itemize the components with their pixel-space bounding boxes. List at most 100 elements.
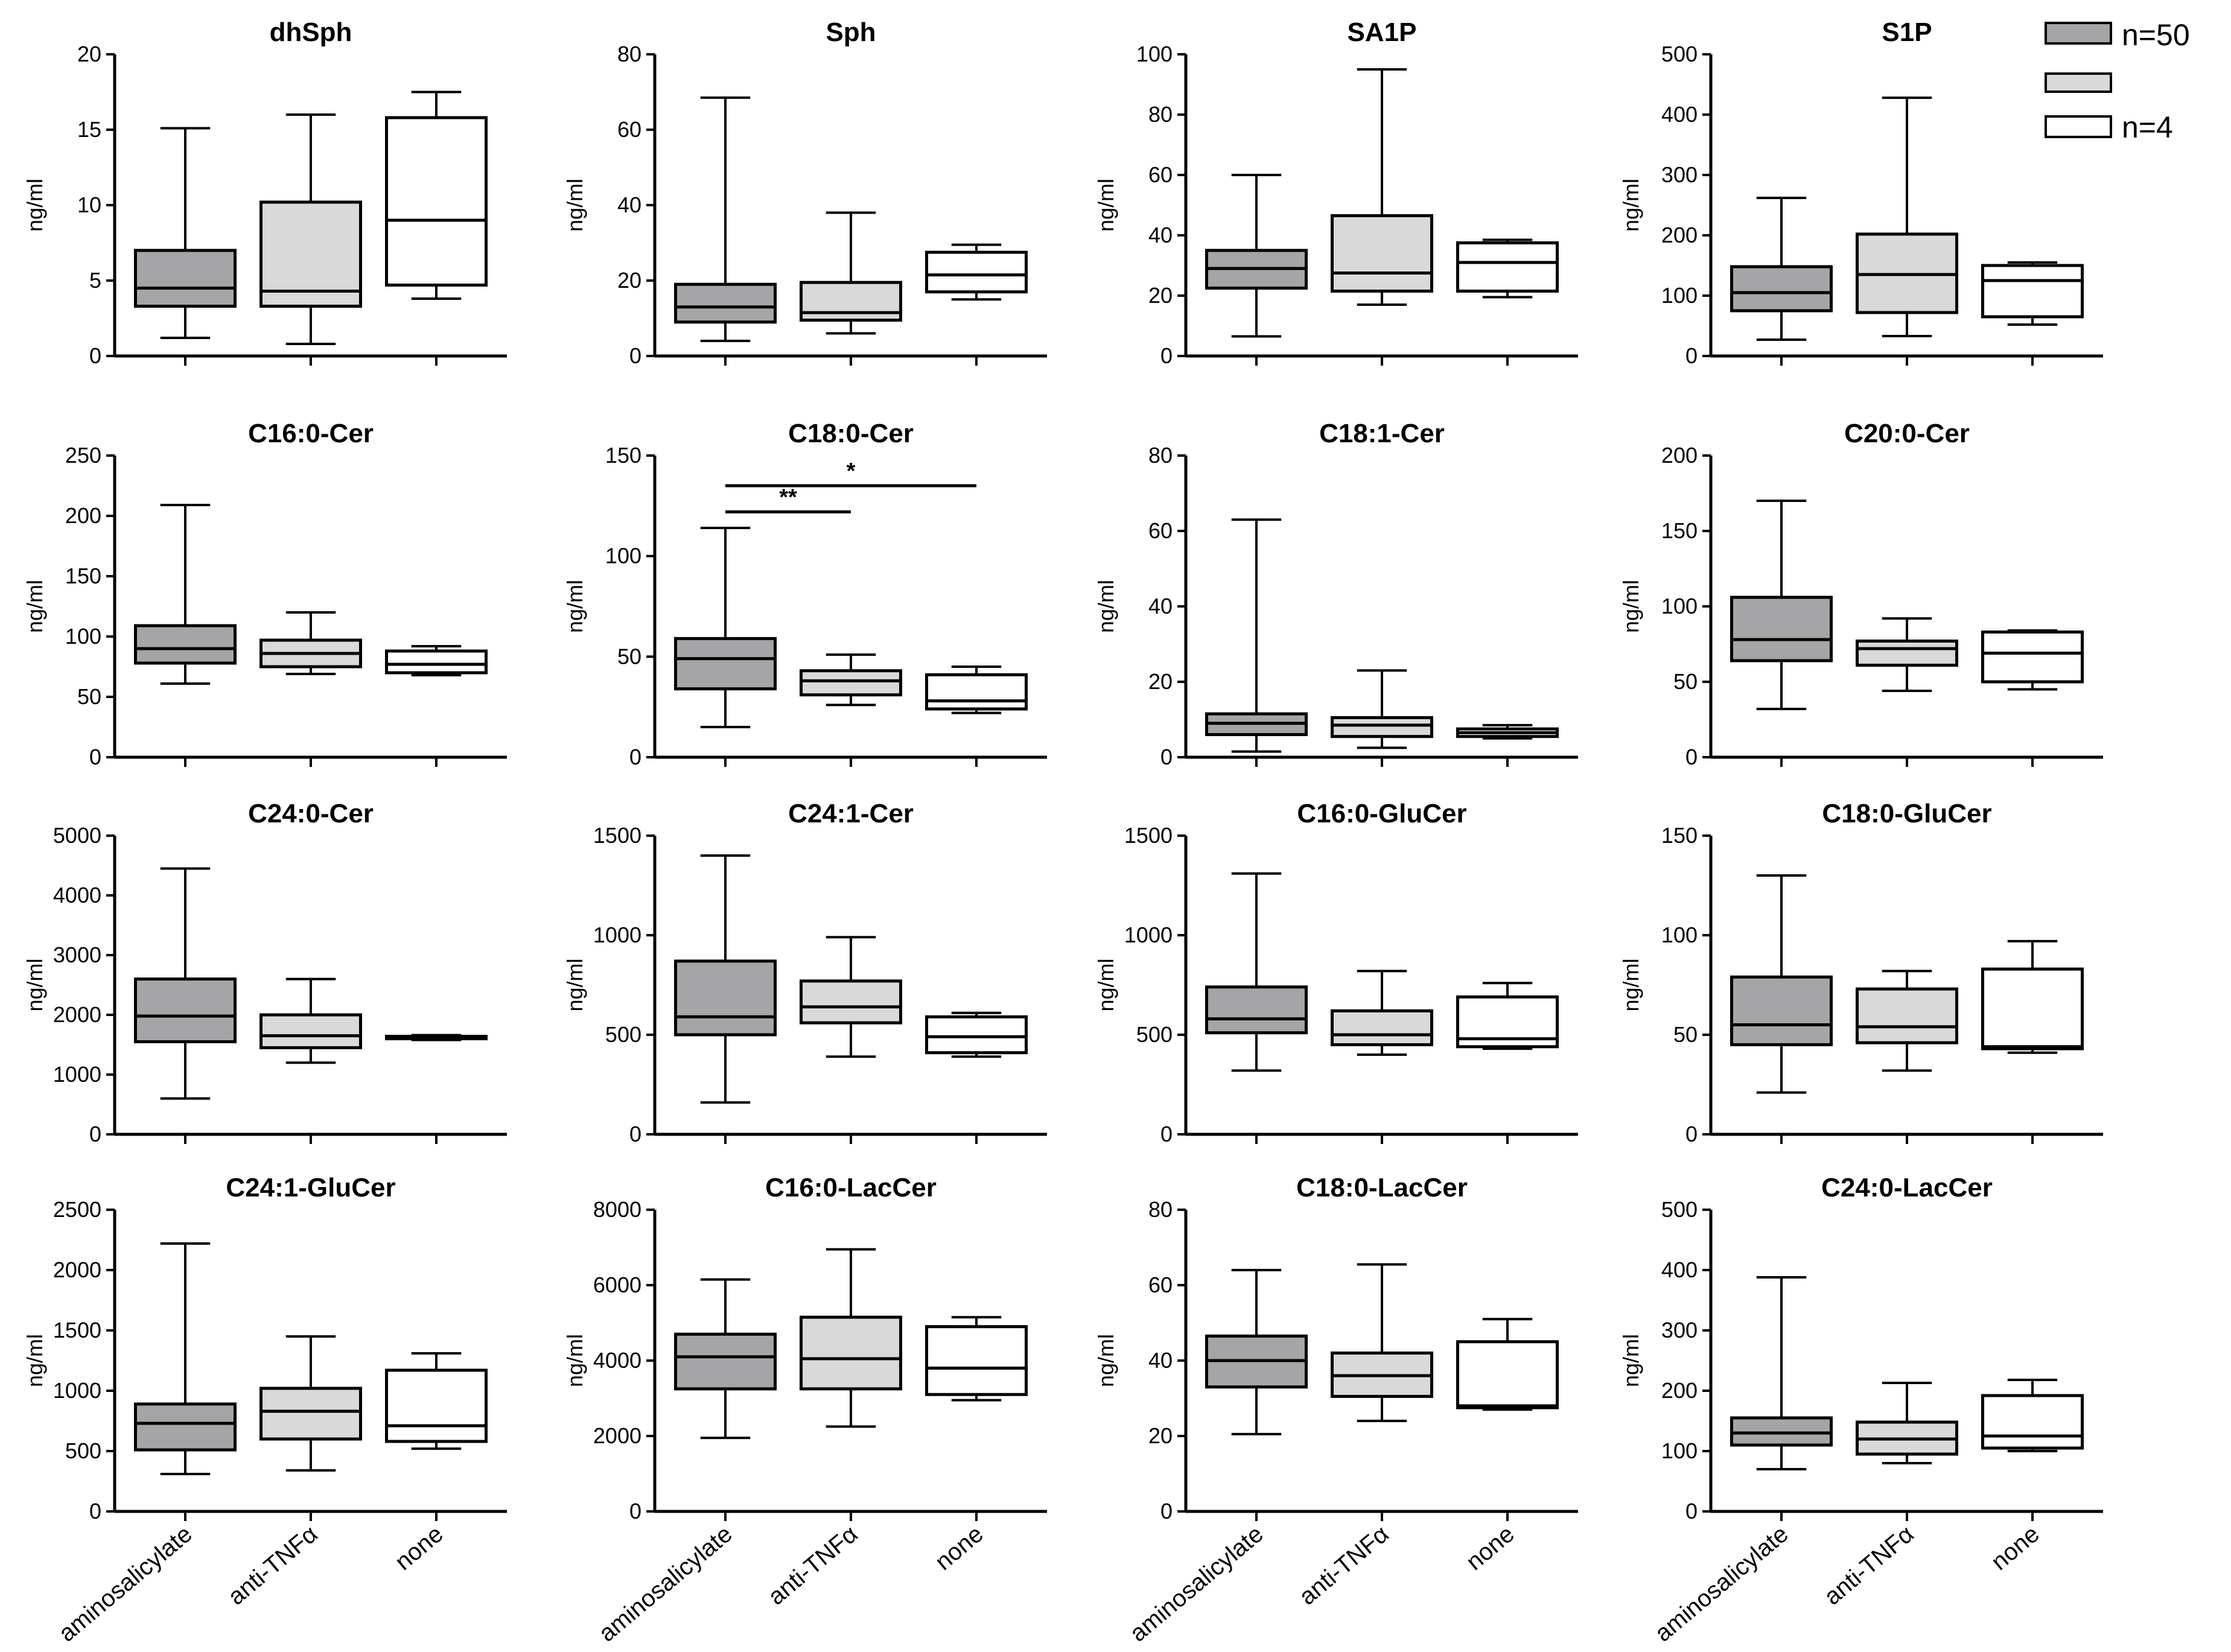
box-aminosalicylate	[674, 1278, 777, 1440]
y-axis-label: ng/ml	[1093, 1334, 1118, 1387]
box-iqr	[385, 649, 488, 675]
y-tick-label: 1000	[593, 923, 641, 947]
category-label: none	[1461, 1520, 1519, 1575]
box-iqr	[1456, 241, 1559, 293]
y-tick-label: 40	[1148, 223, 1173, 247]
box-iqr	[925, 1015, 1028, 1055]
y-tick-label: 100	[605, 544, 641, 568]
y-tick-label: 0	[1685, 343, 1698, 368]
box-anti_tnf	[259, 611, 362, 675]
box-none	[1456, 982, 1559, 1050]
box-iqr	[134, 249, 237, 308]
y-tick-label: 20	[77, 42, 101, 66]
box-iqr	[1981, 264, 2084, 319]
box-none	[1456, 723, 1559, 740]
y-tick-label: 300	[1661, 162, 1698, 187]
y-tick-label: 0	[629, 745, 641, 769]
category-label: none	[1986, 1520, 2044, 1575]
box-iqr	[674, 959, 777, 1037]
y-tick-label: 150	[1661, 823, 1698, 848]
legend-label-none: n=4	[2122, 110, 2173, 144]
y-tick-label: 40	[1148, 594, 1173, 618]
category-label: none	[390, 1520, 448, 1575]
y-tick-label: 0	[1160, 745, 1173, 769]
y-tick-label: 0	[1160, 1122, 1173, 1146]
panel-title: C20:0-Cer	[1844, 419, 1970, 448]
box-iqr	[1981, 631, 2084, 684]
box-iqr	[1331, 1009, 1433, 1047]
box-aminosalicylate	[1205, 872, 1308, 1072]
box-none	[385, 91, 488, 300]
box-iqr	[134, 1402, 237, 1452]
box-anti_tnf	[1331, 669, 1433, 749]
y-axis-label: ng/ml	[22, 958, 47, 1011]
y-tick-label: 500	[1661, 1197, 1698, 1222]
panel-title: C18:0-Cer	[788, 419, 914, 448]
y-axis-label: ng/ml	[1093, 179, 1118, 232]
box-iqr	[800, 669, 902, 697]
box-anti_tnf	[1331, 68, 1433, 306]
box-anti_tnf	[259, 113, 362, 345]
panel-13: C24:1-GluCer ng/ml 0 500 1000 1500 2000 2500 ami…	[22, 1173, 507, 1647]
y-tick-label: 400	[1661, 102, 1698, 127]
box-iqr	[1331, 214, 1433, 293]
y-tick-label: 1000	[53, 1378, 101, 1403]
box-none	[1456, 238, 1559, 299]
box-iqr	[1730, 975, 1833, 1047]
box-none	[925, 666, 1028, 714]
box-iqr	[1856, 987, 1958, 1044]
box-iqr	[1456, 1340, 1559, 1409]
y-tick-label: 80	[1148, 1197, 1173, 1222]
box-iqr	[800, 281, 902, 322]
box-aminosalicylate	[134, 127, 237, 339]
y-tick-label: 50	[617, 644, 641, 669]
panel-title: SA1P	[1348, 17, 1417, 47]
box-anti_tnf	[800, 936, 902, 1058]
box-anti_tnf	[259, 1335, 362, 1472]
box-aminosalicylate	[1730, 197, 1833, 341]
box-anti_tnf	[259, 977, 362, 1064]
box-none	[385, 1034, 488, 1041]
panel-11: C16:0-GluCer ng/ml 0 500 1000 1500	[1093, 799, 1578, 1146]
y-tick-label: 0	[89, 745, 101, 769]
y-tick-label: 20	[1148, 1423, 1173, 1448]
panel-title: C18:0-GluCer	[1822, 799, 1991, 828]
box-aminosalicylate	[1205, 1269, 1308, 1435]
y-axis-label: ng/ml	[1618, 179, 1643, 232]
panel-title: C24:1-GluCer	[226, 1173, 395, 1202]
box-anti_tnf	[1856, 970, 1958, 1072]
y-tick-label: 500	[65, 1438, 101, 1463]
box-iqr	[800, 1315, 902, 1391]
y-tick-label: 5000	[53, 823, 101, 848]
box-none	[1981, 939, 2084, 1054]
box-none	[1981, 261, 2084, 326]
legend-swatch-none	[2045, 115, 2112, 138]
box-none	[385, 645, 488, 676]
box-iqr	[259, 200, 362, 308]
y-axis-label: ng/ml	[1618, 958, 1643, 1011]
box-anti_tnf	[1331, 1263, 1433, 1422]
y-axis-label: ng/ml	[562, 179, 587, 232]
y-tick-label: 200	[1661, 223, 1698, 247]
box-iqr	[134, 977, 237, 1044]
y-tick-label: 3000	[53, 942, 101, 967]
box-anti_tnf	[1856, 97, 1958, 337]
box-iqr	[1205, 985, 1308, 1035]
y-tick-label: 20	[1148, 283, 1173, 308]
box-iqr	[1981, 967, 2084, 1050]
box-iqr	[134, 624, 237, 665]
significance-label: *	[847, 459, 856, 484]
y-tick-label: 500	[1661, 42, 1698, 66]
panel-title: dhSph	[270, 17, 352, 47]
y-tick-label: 1500	[593, 823, 641, 848]
panel-10: C24:1-Cer ng/ml 0 500 1000 1500	[562, 799, 1047, 1146]
y-axis-label: ng/ml	[562, 580, 587, 633]
box-aminosalicylate	[1205, 174, 1308, 338]
box-aminosalicylate	[1730, 874, 1833, 1094]
y-tick-label: 150	[1661, 518, 1698, 543]
y-tick-label: 15	[77, 117, 101, 142]
y-tick-label: 60	[1148, 162, 1173, 187]
y-tick-label: 400	[1661, 1257, 1698, 1282]
y-tick-label: 0	[89, 1122, 101, 1146]
y-tick-label: 100	[65, 624, 101, 649]
